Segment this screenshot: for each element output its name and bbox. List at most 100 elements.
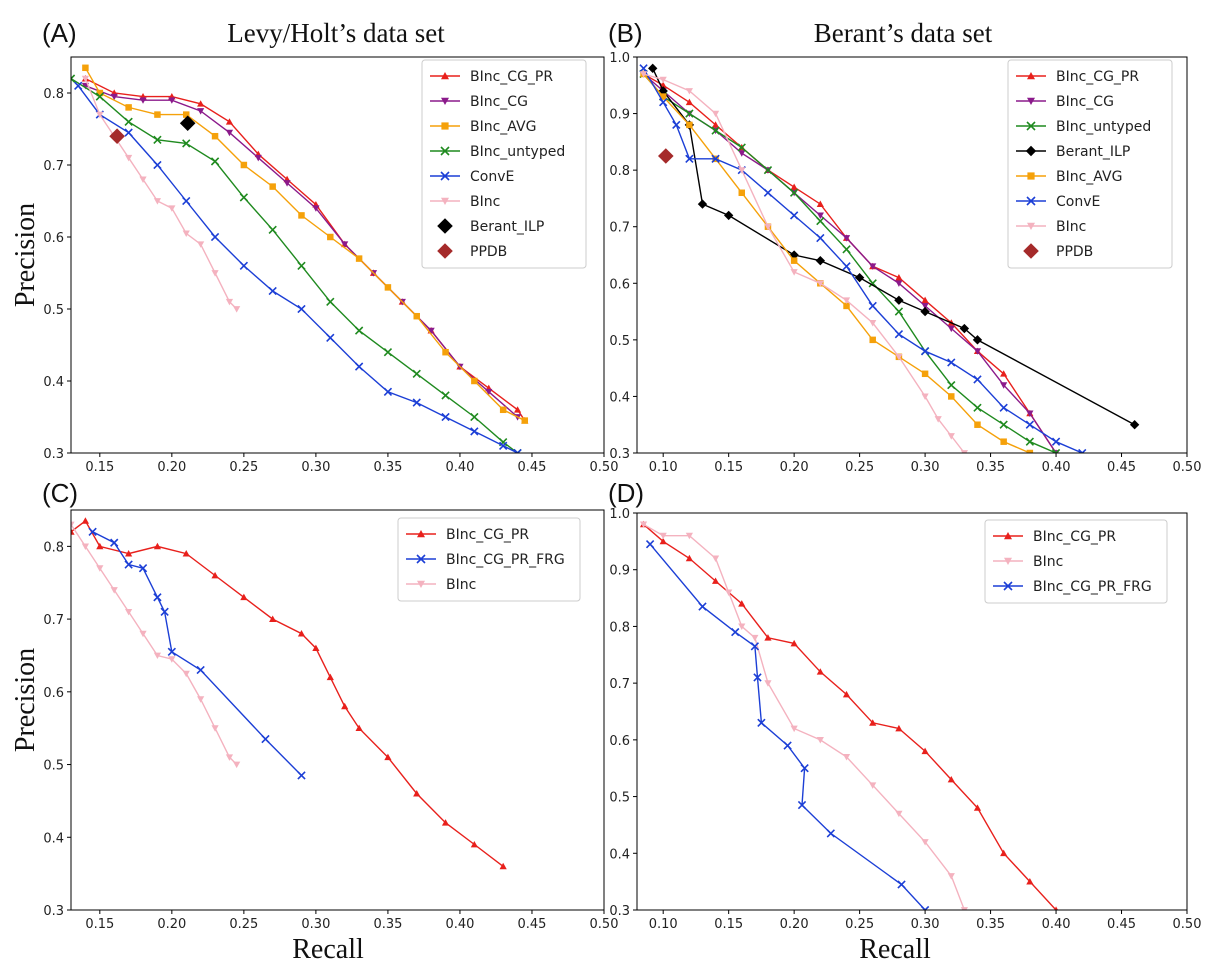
data-point-d-1-8 bbox=[790, 725, 798, 733]
y-tick-label-d-6: 0.9 bbox=[609, 564, 630, 579]
data-point-d-0-11 bbox=[921, 747, 929, 755]
data-point-c-0-4 bbox=[153, 542, 162, 550]
data-point-c-0-0 bbox=[71, 528, 75, 535]
data-point-c-0-8 bbox=[269, 615, 277, 622]
x-axis-label-right: Recall bbox=[859, 934, 931, 965]
data-point-c-1-0 bbox=[88, 527, 97, 536]
data-point-d-0-7 bbox=[816, 668, 824, 675]
legend-b: BInc_CG_PR BInc_CG BInc_untyped Berant_ILP B… bbox=[1007, 59, 1173, 269]
x-tick-label-d-8: 0.50 bbox=[1173, 917, 1202, 932]
data-point-d-2-6 bbox=[783, 741, 792, 750]
legend-label-b-0: BInc_CG_PR bbox=[1056, 69, 1139, 85]
data-point-c-1-9 bbox=[297, 771, 306, 780]
data-point-d-2-7 bbox=[800, 764, 809, 773]
legend-marker-c-2 bbox=[417, 580, 425, 588]
x-tick-label-b-0: 0.10 bbox=[649, 460, 678, 475]
data-point-a-4-11 bbox=[383, 387, 393, 396]
legend-label-d-1: BInc bbox=[1033, 554, 1063, 570]
series-d-0 bbox=[639, 520, 1059, 910]
legend-label-a-0: BInc_CG_PR bbox=[470, 69, 553, 85]
data-point-a-1-1 bbox=[110, 93, 118, 101]
data-point-b-6-4 bbox=[738, 167, 746, 174]
data-point-b-5-4 bbox=[711, 154, 720, 163]
data-point-b-5-0 bbox=[639, 64, 648, 73]
data-point-c-2-4 bbox=[125, 608, 133, 616]
y-tick-label-c-1: 0.4 bbox=[43, 831, 64, 846]
legend-box-a bbox=[421, 59, 587, 269]
data-point-b-3-4 bbox=[723, 210, 734, 221]
data-point-b-1-4 bbox=[738, 150, 746, 157]
y-tick-label-d-5: 0.8 bbox=[609, 620, 630, 635]
x-tick-label-d-0: 0.10 bbox=[649, 917, 678, 932]
data-point-a-3-10 bbox=[354, 326, 364, 335]
data-point-c-0-11 bbox=[326, 673, 334, 681]
plot-frame-d bbox=[636, 512, 1188, 911]
legend-label-b-2: BInc_untyped bbox=[1056, 119, 1151, 135]
y-tick-label-a-4: 0.7 bbox=[43, 159, 64, 174]
plot-area-b bbox=[639, 63, 1140, 453]
data-point-b-5-7 bbox=[789, 211, 799, 220]
data-point-a-4-4 bbox=[182, 196, 191, 206]
data-point-b-1-11 bbox=[921, 303, 929, 310]
legend-marker-b-5 bbox=[1026, 196, 1036, 206]
y-tick-label-d-0: 0.3 bbox=[609, 904, 630, 919]
data-point-b-7-0 bbox=[658, 148, 674, 164]
y-tick-label-c-2: 0.5 bbox=[43, 759, 64, 774]
legend-marker-d-2 bbox=[1003, 581, 1013, 591]
series-c-1 bbox=[88, 527, 306, 780]
data-point-b-6-0 bbox=[639, 71, 648, 78]
x-tick-label-a-6: 0.45 bbox=[517, 460, 546, 475]
data-point-c-1-4 bbox=[153, 593, 162, 602]
data-point-c-0-12 bbox=[341, 702, 349, 710]
data-point-c-0-14 bbox=[384, 753, 392, 761]
legend-marker-a-6 bbox=[437, 218, 453, 234]
data-point-b-3-7 bbox=[854, 272, 865, 283]
y-tick-label-a-0: 0.3 bbox=[43, 447, 64, 462]
data-point-a-2-16 bbox=[521, 417, 529, 424]
data-point-b-0-6 bbox=[790, 183, 798, 190]
x-tick-label-b-3: 0.25 bbox=[845, 460, 874, 475]
data-point-d-1-6 bbox=[751, 634, 759, 642]
x-tick-label-b-4: 0.30 bbox=[911, 460, 940, 475]
data-point-b-6-14 bbox=[960, 450, 968, 453]
data-point-a-2-13 bbox=[442, 348, 449, 356]
data-point-b-6-11 bbox=[921, 393, 929, 401]
data-point-b-3-11 bbox=[972, 335, 983, 345]
x-tick-label-d-2: 0.20 bbox=[780, 917, 809, 932]
chart-panel-b: 0.10 0.15 0.20 0.25 0.30 0.35 0.40 0.45 0.50 0.3 0… bbox=[609, 51, 1201, 475]
data-point-b-6-3 bbox=[711, 110, 720, 118]
data-point-d-2-9 bbox=[826, 829, 835, 838]
legend-label-b-6: BInc bbox=[1056, 219, 1086, 235]
x-axis-label-left: Recall bbox=[292, 934, 364, 965]
data-point-a-2-10 bbox=[355, 255, 363, 262]
legend-marker-c-1 bbox=[416, 554, 426, 564]
series-a-2 bbox=[82, 64, 529, 424]
series-line-c-1 bbox=[92, 531, 302, 776]
data-point-a-4-7 bbox=[268, 286, 277, 296]
data-point-d-1-5 bbox=[738, 623, 746, 631]
data-point-a-7-0 bbox=[109, 128, 125, 144]
data-point-c-2-6 bbox=[153, 652, 162, 660]
panel-tag-b: (B) bbox=[608, 18, 643, 48]
data-point-b-3-6 bbox=[815, 255, 826, 266]
panel-tag-c: (C) bbox=[42, 478, 78, 508]
y-tick-label-c-3: 0.6 bbox=[43, 686, 64, 701]
data-point-c-0-15 bbox=[413, 790, 421, 797]
data-point-a-3-6 bbox=[239, 193, 249, 202]
data-point-a-2-14 bbox=[471, 377, 478, 385]
data-point-b-3-8 bbox=[894, 295, 904, 305]
legend-label-d-0: BInc_CG_PR bbox=[1033, 529, 1116, 545]
y-tick-label-a-5: 0.8 bbox=[43, 87, 64, 102]
data-point-b-0-2 bbox=[685, 98, 693, 106]
series-b-4 bbox=[640, 70, 1034, 453]
y-tick-label-d-4: 0.7 bbox=[609, 677, 630, 692]
data-point-a-2-1 bbox=[96, 89, 104, 97]
data-point-b-5-2 bbox=[672, 120, 681, 130]
data-point-d-1-9 bbox=[816, 736, 824, 744]
series-line-d-1 bbox=[643, 523, 966, 910]
data-point-c-2-5 bbox=[139, 630, 147, 638]
data-point-b-1-8 bbox=[842, 235, 851, 242]
data-point-a-3-5 bbox=[210, 157, 220, 166]
data-point-a-1-2 bbox=[139, 97, 147, 104]
data-point-a-3-8 bbox=[297, 261, 306, 270]
